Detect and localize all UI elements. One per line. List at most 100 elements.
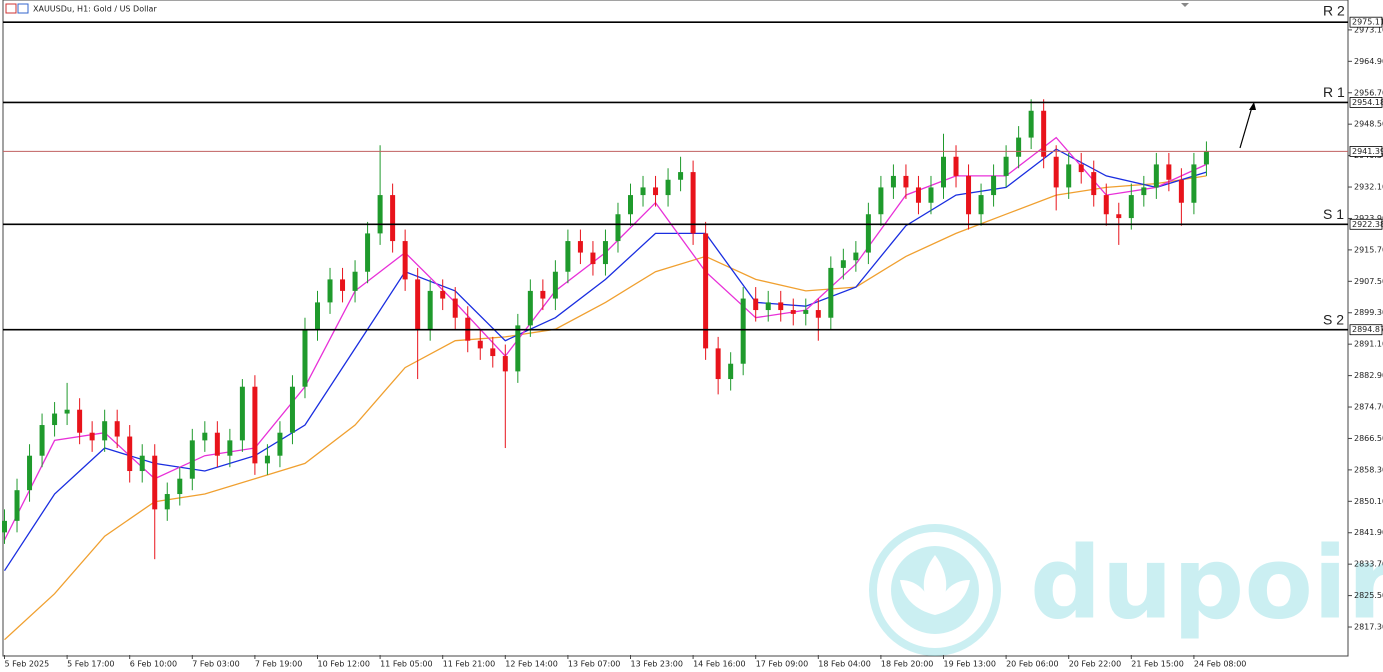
candle-body [778, 302, 784, 311]
candle-body [703, 233, 709, 349]
y-tick-label: 2866.50 [1354, 434, 1383, 443]
candle-body [765, 302, 771, 311]
candle-body [227, 440, 233, 456]
candle-body [377, 195, 383, 234]
candle-body [853, 252, 859, 261]
x-tick-label: 20 Feb 06:00 [1006, 660, 1058, 669]
moving-average [3, 136, 1207, 541]
y-tick-label: 2825.50 [1354, 591, 1383, 600]
candle-body [39, 425, 45, 456]
candle-body [302, 329, 308, 387]
candle-body [740, 298, 746, 364]
y-tick-label: 2973.10 [1354, 25, 1383, 34]
candle-body [64, 409, 70, 414]
candle-body [552, 271, 558, 299]
candle-body [915, 187, 921, 203]
y-tick-label: 2833.70 [1354, 560, 1383, 569]
candle-body [865, 214, 871, 253]
candle-body [615, 214, 621, 242]
x-tick-label: 11 Feb 05:00 [380, 660, 432, 669]
candle-body [327, 279, 333, 303]
candle-body [239, 386, 245, 441]
candle-body [365, 233, 371, 272]
x-tick-label: 7 Feb 03:00 [192, 660, 239, 669]
candle-body [1053, 156, 1059, 188]
x-tick-label: 13 Feb 07:00 [568, 660, 620, 669]
candle-body [1003, 156, 1009, 176]
x-tick-label: 18 Feb 04:00 [818, 660, 870, 669]
x-tick-label: 10 Feb 12:00 [318, 660, 370, 669]
candle-body [803, 310, 809, 314]
level-price-label: 2954.18 [1352, 98, 1383, 107]
price-box [1349, 218, 1383, 230]
candle-body [515, 325, 521, 372]
candle-body [527, 290, 533, 326]
candle-body [840, 260, 846, 268]
candle-body [402, 241, 408, 280]
level-name: S 1 [1323, 206, 1344, 222]
candle-body [991, 175, 997, 196]
candle-body [602, 241, 608, 265]
candle-body [577, 241, 583, 253]
candle-body [114, 421, 120, 437]
candle-body [690, 172, 696, 234]
moving-average [3, 148, 1207, 572]
candle-body [139, 455, 145, 472]
candle-body [102, 421, 108, 441]
x-tick-label: 13 Feb 23:00 [631, 660, 683, 669]
candle-body [252, 386, 258, 464]
candle-body [640, 187, 646, 196]
candle-body [1016, 137, 1022, 157]
y-tick-label: 2932.10 [1354, 183, 1383, 192]
candle-body [753, 298, 759, 311]
price-label: 2941.39 [1352, 147, 1383, 156]
dropdown-icon[interactable] [1181, 3, 1189, 7]
candle-body [127, 436, 133, 472]
candle-body [565, 241, 571, 272]
candle-body [1203, 151, 1209, 165]
price-box [1349, 97, 1383, 108]
y-tick-label: 2874.70 [1354, 403, 1383, 412]
candle-body [1103, 195, 1109, 215]
candle-body [1091, 172, 1097, 196]
trend-arrow [1239, 106, 1253, 149]
candle-body [77, 409, 83, 433]
y-tick-label: 2858.30 [1354, 465, 1383, 474]
level-price-label: 2894.87 [1352, 325, 1383, 334]
candle-body [1041, 110, 1047, 157]
candle-body [653, 187, 659, 196]
candle-body [590, 252, 596, 265]
y-tick-label: 2923.90 [1354, 214, 1383, 223]
x-tick-label: 14 Feb 16:00 [693, 660, 745, 669]
trend-arrow-head [1249, 102, 1256, 110]
x-tick-label: 20 Feb 22:00 [1069, 660, 1121, 669]
candle-body [2, 520, 7, 533]
candle-body [665, 179, 671, 196]
x-tick-label: 5 Feb 2025 [5, 660, 50, 669]
y-tick-label: 2850.10 [1354, 497, 1383, 506]
y-tick-label: 2817.30 [1354, 623, 1383, 632]
y-tick-label: 2882.90 [1354, 371, 1383, 380]
y-tick-label: 2899.30 [1354, 308, 1383, 317]
y-tick-label: 2907.50 [1354, 277, 1383, 286]
watermark: dupoin [1030, 524, 1383, 641]
level-name: R 2 [1323, 3, 1345, 19]
level-name: R 1 [1323, 84, 1345, 100]
candle-body [52, 413, 58, 426]
x-tick-label: 7 Feb 19:00 [255, 660, 302, 669]
candle-body [1166, 164, 1172, 180]
candle-body [289, 386, 295, 433]
candle-body [477, 340, 483, 349]
candle-body [941, 156, 946, 188]
level-price-label: 2922.38 [1352, 220, 1383, 229]
x-tick-label: 18 Feb 20:00 [881, 660, 933, 669]
price-box [1349, 146, 1383, 157]
candle-body [715, 348, 721, 380]
candle-body [14, 490, 20, 521]
candle-body [1141, 187, 1147, 196]
candle-body [164, 494, 170, 510]
candle-body [452, 298, 458, 318]
x-tick-label: 24 Feb 08:00 [1194, 660, 1246, 669]
candle-body [890, 175, 896, 188]
